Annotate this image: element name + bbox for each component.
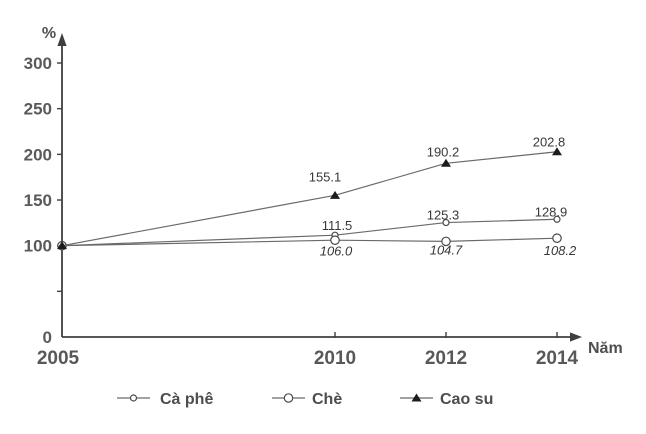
y-tick-label-150: 150 [24,191,52,210]
data-point-label: 108.2 [544,243,577,258]
x-axis-arrow-icon [570,332,582,342]
legend-label-cao-su: Cao su [440,391,493,408]
y-tick-label-250: 250 [24,100,52,119]
legend-label-che: Chè [312,391,342,408]
y-axis-arrow-icon [57,33,67,46]
y-tick-label-200: 200 [24,145,52,164]
series-line-3 [61,151,558,247]
x-tick-label-2010: 2010 [314,348,356,369]
legend-label-ca-phe: Cà phê [160,391,213,408]
data-point-label: 128.9 [535,204,568,219]
data-point-marker-icon [441,236,451,247]
x-tick-label-2014: 2014 [536,348,579,369]
y-tick-label-100: 100 [24,237,52,256]
series-line-1 [61,218,558,247]
data-point-label: 106.0 [320,244,353,259]
data-point-label: 190.2 [427,144,460,159]
data-point-label: 155.1 [309,169,342,184]
data-point-label: 125.3 [427,208,460,223]
legend-marker-icon [129,394,138,402]
x-tick-label-2012: 2012 [425,348,467,369]
data-point-marker-icon [57,241,67,250]
data-point-marker-icon [330,190,340,199]
data-point-label: 104.7 [430,242,463,257]
y-tick-label-0: 0 [43,328,52,347]
x-tick-label-2005: 2005 [37,348,80,369]
legend-marker-icon [283,393,294,403]
data-point-marker-icon [330,235,340,245]
x-axis-title: Năm [588,340,623,357]
data-point-marker-icon [552,147,562,156]
chart-geometry: 111.5 125.3 128.9 106.0 104.7 108.2 155.1 190.2… [57,33,582,403]
data-point-marker-icon [553,215,561,223]
data-point-marker-icon [442,218,450,227]
data-point-label: 111.5 [322,218,353,233]
legend-marker-icon [411,393,422,402]
y-tick-label-300: 300 [24,54,52,73]
data-point-marker-icon [552,233,562,243]
data-point-marker-icon [441,158,451,167]
y-axis-unit-label: % [42,25,56,42]
data-point-label: 202.8 [533,134,566,149]
series-line-2 [61,237,558,247]
